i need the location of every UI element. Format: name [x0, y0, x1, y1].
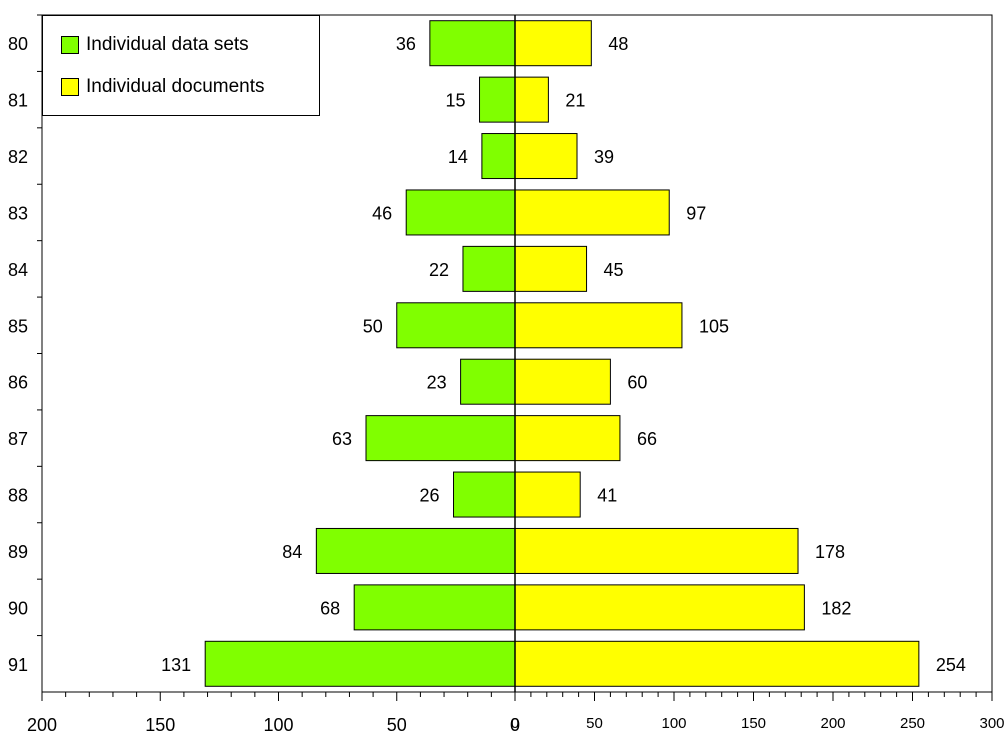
data-label-documents: 66	[637, 429, 657, 449]
bar-data-sets	[481, 133, 516, 180]
legend-label-documents: Individual documents	[86, 76, 265, 97]
bar-data-sets	[204, 640, 516, 687]
category-label: 80	[8, 34, 28, 54]
left-axis-tick-label: 0	[510, 715, 520, 733]
bar-data-sets	[365, 415, 516, 462]
data-label-documents: 254	[936, 655, 966, 675]
left-axis-tick-label: 100	[263, 715, 293, 733]
bar-documents	[514, 415, 621, 462]
bar-data-sets	[353, 584, 516, 631]
data-label-documents: 45	[604, 260, 624, 280]
legend-item-data-sets: Individual data sets	[61, 34, 249, 56]
bar-data-sets	[429, 20, 516, 67]
bar-data-sets	[396, 302, 516, 349]
data-label-documents: 39	[594, 147, 614, 167]
data-label-data-sets: 26	[419, 486, 439, 506]
data-label-data-sets: 36	[396, 34, 416, 54]
bar-documents	[514, 584, 805, 631]
category-label: 86	[8, 373, 28, 393]
bar-data-sets	[479, 76, 516, 123]
bar-documents	[514, 471, 581, 518]
right-axis-tick-label: 50	[586, 715, 603, 732]
chart-legend: Individual data sets Individual document…	[42, 15, 320, 116]
right-axis-tick-label: 200	[820, 715, 845, 732]
category-label: 90	[8, 598, 28, 618]
right-axis-tick-label: 300	[979, 715, 1004, 732]
bar-data-sets	[453, 471, 516, 518]
left-axis-tick-label: 150	[145, 715, 175, 733]
data-label-data-sets: 50	[363, 316, 383, 336]
bar-documents	[514, 133, 578, 180]
data-label-data-sets: 63	[332, 429, 352, 449]
data-label-documents: 41	[597, 486, 617, 506]
bar-documents	[514, 302, 683, 349]
data-label-data-sets: 15	[445, 91, 465, 111]
legend-item-documents: Individual documents	[61, 76, 265, 98]
data-label-data-sets: 84	[282, 542, 302, 562]
category-label: 88	[8, 486, 28, 506]
bar-data-sets	[460, 358, 516, 405]
data-label-documents: 182	[821, 598, 851, 618]
data-label-data-sets: 68	[320, 598, 340, 618]
data-label-documents: 21	[565, 91, 585, 111]
bar-documents	[514, 527, 799, 574]
data-label-documents: 60	[627, 373, 647, 393]
bar-documents	[514, 189, 670, 236]
category-label: 89	[8, 542, 28, 562]
data-label-data-sets: 23	[427, 373, 447, 393]
data-label-data-sets: 14	[448, 147, 468, 167]
bar-documents	[514, 20, 592, 67]
bar-documents	[514, 358, 611, 405]
category-label: 87	[8, 429, 28, 449]
right-axis-tick-label: 150	[741, 715, 766, 732]
bar-documents	[514, 76, 549, 123]
data-label-documents: 97	[686, 203, 706, 223]
category-label: 84	[8, 260, 28, 280]
legend-swatch-documents	[61, 78, 79, 96]
category-label: 82	[8, 147, 28, 167]
left-axis-tick-label: 50	[387, 715, 407, 733]
left-axis-tick-label: 200	[27, 715, 57, 733]
bar-documents	[514, 640, 920, 687]
right-axis-tick-label: 250	[900, 715, 925, 732]
right-axis-tick-label: 0	[511, 715, 519, 732]
bar-data-sets	[405, 189, 516, 236]
category-label: 81	[8, 91, 28, 111]
category-label: 85	[8, 316, 28, 336]
bar-documents	[514, 245, 588, 292]
data-label-documents: 178	[815, 542, 845, 562]
data-label-documents: 105	[699, 316, 729, 336]
bar-data-sets	[315, 527, 516, 574]
right-axis-tick-label: 100	[661, 715, 686, 732]
category-label: 91	[8, 655, 28, 675]
data-label-data-sets: 22	[429, 260, 449, 280]
legend-label-data-sets: Individual data sets	[86, 34, 249, 55]
data-label-documents: 48	[608, 34, 628, 54]
bar-data-sets	[462, 245, 516, 292]
data-label-data-sets: 131	[161, 655, 191, 675]
legend-swatch-data-sets	[61, 36, 79, 54]
data-label-data-sets: 46	[372, 203, 392, 223]
category-label: 83	[8, 203, 28, 223]
